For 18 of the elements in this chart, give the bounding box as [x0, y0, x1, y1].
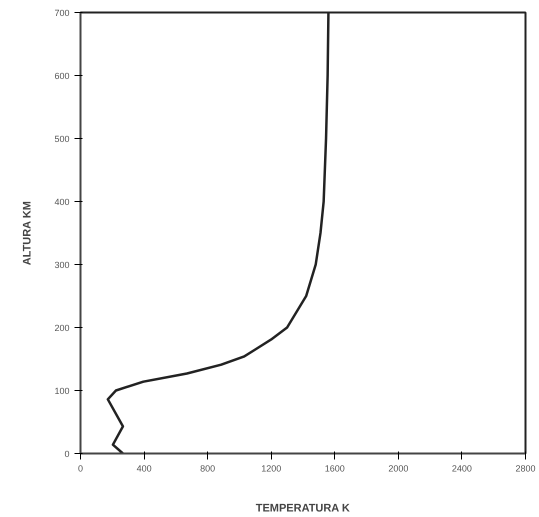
x-tick-label: 0	[78, 464, 84, 474]
x-tick-label: 2000	[388, 464, 408, 474]
x-tick-label: 400	[136, 464, 152, 474]
x-tick-label: 1200	[261, 464, 282, 474]
y-tick-label: 600	[54, 71, 70, 81]
x-tick-label: 800	[200, 464, 216, 474]
y-tick-label: 300	[54, 260, 70, 270]
y-tick-label: 100	[54, 386, 70, 396]
y-tick-label: 400	[54, 197, 70, 207]
y-tick-label: 200	[54, 323, 70, 333]
x-axis-title: TEMPERATURA K	[256, 502, 350, 514]
x-tick-label: 2800	[515, 464, 536, 474]
y-tick-label: 0	[64, 449, 70, 459]
x-tick-label: 1600	[324, 464, 345, 474]
x-tick-label: 2400	[452, 464, 472, 474]
y-tick-label: 500	[54, 134, 70, 144]
y-axis-title: ALTURA KM	[21, 201, 34, 266]
y-tick-label: 700	[54, 8, 70, 18]
